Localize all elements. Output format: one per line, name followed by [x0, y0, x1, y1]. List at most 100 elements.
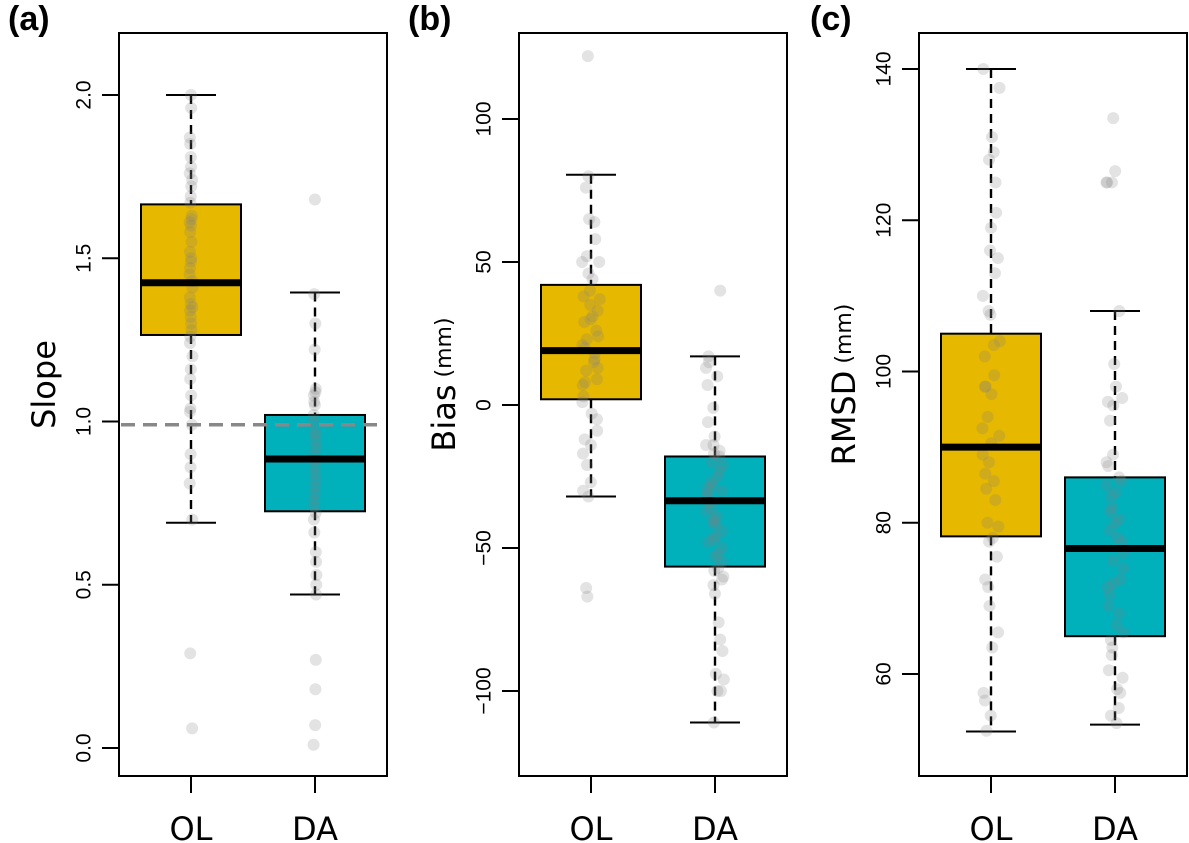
panel-label: (a) — [8, 0, 50, 38]
data-point — [979, 380, 992, 393]
data-point — [714, 633, 727, 646]
data-point — [700, 439, 713, 452]
data-point — [1107, 448, 1120, 461]
data-point — [981, 410, 994, 423]
data-point — [587, 356, 600, 369]
data-point — [184, 255, 197, 268]
data-point — [308, 425, 321, 438]
plot-frame — [518, 32, 788, 777]
data-point — [309, 382, 322, 395]
x-category-label: DA — [1092, 810, 1138, 843]
data-point — [716, 459, 729, 472]
data-point — [310, 578, 323, 591]
data-point — [593, 293, 606, 306]
data-point — [183, 268, 196, 281]
data-point — [987, 475, 1000, 488]
box-ol — [940, 68, 1042, 733]
data-point — [1107, 399, 1120, 412]
y-tick-label: 120 — [873, 203, 896, 238]
data-point — [990, 206, 1003, 219]
points-ol — [183, 89, 199, 735]
data-point — [309, 719, 322, 732]
data-point — [582, 170, 595, 183]
data-point — [711, 547, 724, 560]
data-point — [992, 520, 1005, 533]
data-point — [307, 513, 320, 526]
data-point — [1102, 664, 1115, 677]
box-da — [264, 291, 366, 596]
data-point — [713, 444, 726, 457]
data-point — [993, 335, 1006, 348]
data-point — [987, 339, 1000, 352]
data-point — [988, 369, 1001, 382]
data-point — [1105, 649, 1118, 662]
data-point — [1102, 460, 1115, 473]
data-point — [183, 216, 196, 229]
data-point — [991, 252, 1004, 265]
y-axis-title: RMSD (mm) — [825, 304, 863, 466]
y-tick-label: −100 — [473, 667, 496, 714]
data-point — [585, 407, 598, 420]
data-point — [184, 647, 197, 660]
x-category-label: OL — [169, 810, 212, 843]
box-da — [1064, 310, 1166, 726]
data-point — [1111, 683, 1124, 696]
panel-b: (b) −100 −50 0 50 100 OL DA Bias (mm) — [408, 0, 788, 843]
y-tick-label: −50 — [473, 530, 496, 566]
data-point — [184, 373, 197, 386]
data-point — [1109, 486, 1122, 499]
data-point — [185, 324, 198, 337]
data-point — [1113, 305, 1126, 317]
iqr-box — [264, 413, 366, 513]
data-point — [709, 519, 722, 532]
data-point — [593, 256, 606, 268]
data-point — [1111, 531, 1124, 544]
data-point — [989, 494, 1002, 507]
data-point — [185, 160, 198, 173]
data-point — [1100, 456, 1113, 469]
data-point — [712, 616, 725, 629]
box-ol — [540, 173, 642, 498]
data-point — [307, 738, 320, 751]
data-point — [706, 479, 719, 492]
data-point — [1113, 607, 1126, 620]
data-point — [183, 167, 196, 180]
data-point — [707, 579, 720, 592]
data-point — [1110, 717, 1123, 730]
data-point — [976, 422, 989, 435]
data-point — [590, 324, 603, 337]
data-point — [581, 459, 594, 472]
data-point — [185, 418, 198, 431]
data-point — [308, 343, 321, 356]
data-point — [184, 219, 197, 232]
data-point — [310, 588, 323, 601]
data-point — [1117, 626, 1130, 639]
data-point — [1106, 641, 1119, 654]
data-point — [185, 180, 198, 193]
data-point — [702, 356, 715, 369]
data-point — [183, 405, 196, 418]
data-point — [716, 524, 729, 537]
data-point — [183, 291, 196, 304]
points-da — [1100, 112, 1130, 730]
data-point — [717, 570, 730, 583]
data-point — [979, 467, 992, 480]
data-point — [184, 190, 197, 203]
data-point — [1100, 176, 1113, 189]
data-point — [588, 215, 601, 228]
data-point — [983, 535, 996, 548]
data-point — [978, 350, 991, 363]
data-point — [708, 587, 721, 600]
data-point — [184, 461, 197, 474]
data-point — [186, 173, 199, 186]
y-tick-label: 140 — [873, 51, 896, 86]
data-point — [309, 653, 322, 666]
data-point — [310, 441, 323, 454]
data-point — [1102, 599, 1115, 612]
data-point — [707, 401, 720, 414]
data-point — [309, 546, 322, 559]
data-point — [186, 350, 199, 363]
iqr-box — [540, 283, 642, 401]
data-point — [701, 487, 714, 500]
data-point — [702, 350, 715, 363]
